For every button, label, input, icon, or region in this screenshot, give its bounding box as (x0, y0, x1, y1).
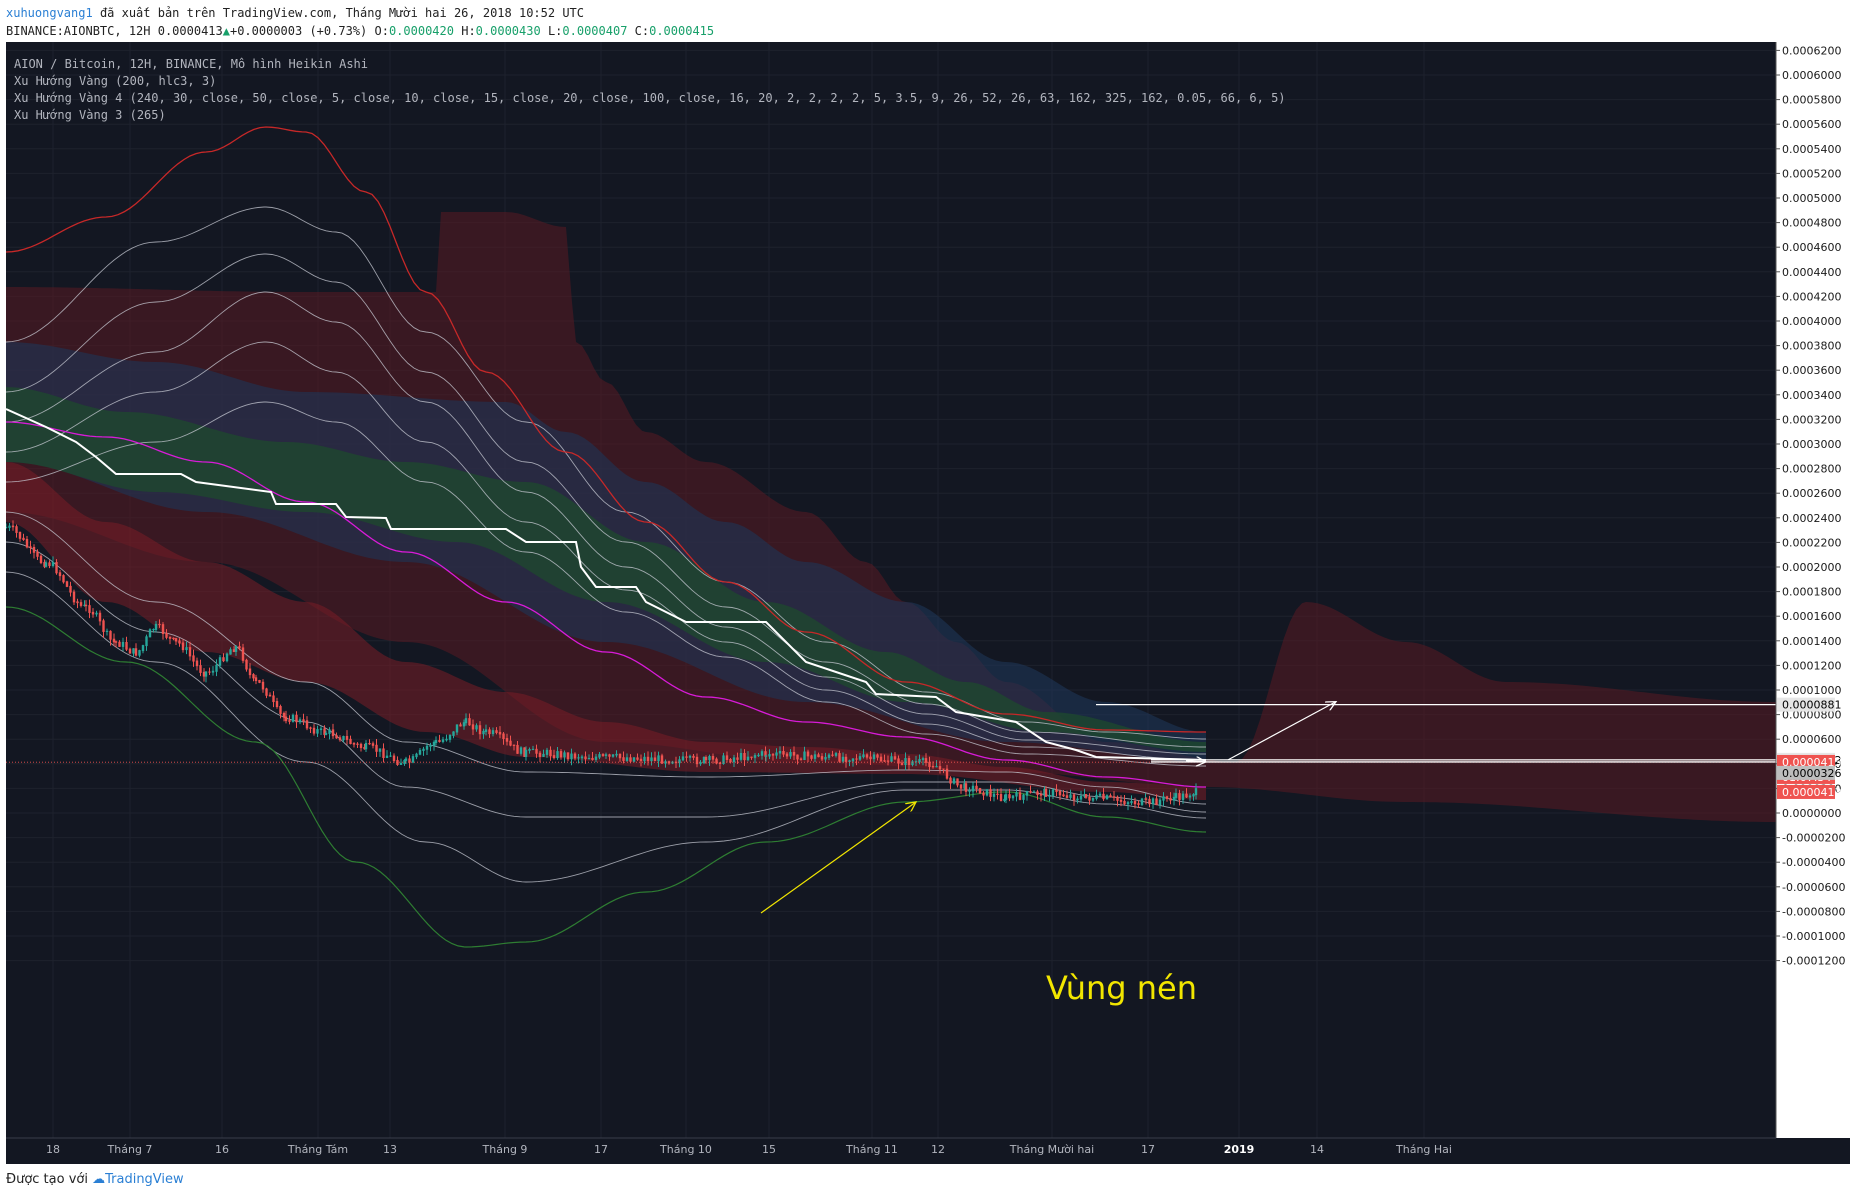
author-link[interactable]: xuhuongvang1 (6, 6, 93, 20)
price-tick: 0.0003600 (1782, 364, 1842, 377)
price-label: 0.0000326 (1782, 767, 1842, 780)
price-tick: 0.0001400 (1782, 635, 1842, 648)
change-value: +0.0000003 (+0.73%) (229, 24, 368, 38)
price-label-bg (1777, 765, 1835, 780)
publish-info: đã xuất bản trên TradingView.com, Tháng … (99, 6, 584, 20)
price-labels: 0.00008810.00004320.000041501:07:340.000… (1777, 697, 1842, 799)
time-tick: Tháng 11 (845, 1143, 898, 1156)
price-chart[interactable]: 0.0006200 0.0006000 0.0005800 0.0005600 0.00… (6, 42, 1850, 1164)
price-tick: -0.0000400 (1782, 856, 1845, 869)
low-value: 0.0000407 (562, 24, 628, 38)
price-tick: 0.0001800 (1782, 586, 1842, 599)
open-label: O: (374, 24, 389, 38)
close-value: 0.0000415 (649, 24, 715, 38)
time-tick: 13 (383, 1143, 397, 1156)
time-tick: Tháng Mười hai (1009, 1143, 1094, 1156)
price-tick: 0.0002200 (1782, 536, 1842, 549)
price-tick: 0.0006000 (1782, 69, 1842, 82)
price-tick: -0.0000200 (1782, 832, 1845, 845)
time-tick: 18 (46, 1143, 60, 1156)
open-value: 0.0000420 (388, 24, 454, 38)
price-tick: 0.0004600 (1782, 241, 1842, 254)
time-tick: Tháng Hai (1395, 1143, 1452, 1156)
time-tick: Tháng Tám (287, 1143, 348, 1156)
price-tick: 0.0004800 (1782, 217, 1842, 230)
cloud-layer (6, 42, 1776, 1138)
price-label: 0.0000415 (1782, 756, 1842, 769)
price-tick: 0.0005000 (1782, 192, 1842, 205)
publish-header: xuhuongvang1 đã xuất bản trên TradingVie… (6, 6, 584, 20)
time-tick: 15 (762, 1143, 776, 1156)
price-label: 0.0000881 (1782, 699, 1842, 712)
indicator-legend: AION / Bitcoin, 12H, BINANCE, Mô hình He… (14, 56, 1286, 124)
price-tick: 0.0002800 (1782, 463, 1842, 476)
price-tick: 0.0000800 (1782, 709, 1842, 722)
price-tick: 0.0001600 (1782, 610, 1842, 623)
price-tick: -0.0001000 (1782, 930, 1845, 943)
time-tick: Tháng 7 (107, 1143, 153, 1156)
time-tick: 17 (594, 1143, 608, 1156)
price-tick: -0.0000600 (1782, 881, 1845, 894)
price-tick: 0.0001000 (1782, 684, 1842, 697)
price-tick: 0.0005600 (1782, 118, 1842, 131)
price-tick: 0.0004000 (1782, 315, 1842, 328)
candles-layer (6, 520, 1198, 811)
footer: Được tạo với ☁TradingView (6, 1172, 184, 1187)
legend-indicator-2: Xu Hướng Vàng 4 (240, 30, close, 50, clo… (14, 91, 1286, 105)
up-arrow-icon: ▲ (222, 24, 230, 38)
symbol-line: BINANCE:AIONBTC, 12H 0.0000413 (6, 24, 223, 38)
high-value: 0.0000430 (475, 24, 541, 38)
time-tick: 12 (931, 1143, 945, 1156)
tradingview-logo-icon[interactable]: ☁ (92, 1172, 106, 1187)
trend-bands (6, 126, 1207, 948)
price-tick: 0.0003000 (1782, 438, 1842, 451)
close-label: C: (634, 24, 650, 38)
price-label: 0.0000413 (1782, 786, 1842, 799)
price-axis: 0.0006200 0.0006000 0.0005800 0.0005600 0.00… (1776, 44, 1845, 968)
legend-symbol: AION / Bitcoin, 12H, BINANCE, Mô hình He… (14, 57, 369, 71)
chart-area[interactable]: 0.0006200 0.0006000 0.0005800 0.0005600 0.00… (6, 42, 1850, 1164)
symbol-header: BINANCE:AIONBTC, 12H 0.0000413▲+0.000000… (6, 24, 714, 38)
annotation-text: Vùng nén (1046, 969, 1197, 1007)
price-tick: 0.0001200 (1782, 659, 1842, 672)
price-tick: 0.0003800 (1782, 340, 1842, 353)
low-label: L: (547, 24, 563, 38)
time-tick: 16 (215, 1143, 229, 1156)
footer-brand[interactable]: TradingView (105, 1172, 184, 1187)
price-tick: 0.0002000 (1782, 561, 1842, 574)
footer-prefix: Được tạo với (6, 1172, 88, 1187)
level-lines (6, 703, 1776, 763)
time-tick: 17 (1141, 1143, 1155, 1156)
high-label: H: (461, 24, 476, 38)
legend-indicator-1: Xu Hướng Vàng (200, hlc3, 3) (14, 74, 217, 88)
price-tick: 0.0005200 (1782, 167, 1842, 180)
price-tick: 0.0006200 (1782, 44, 1842, 57)
price-tick: 0.0002600 (1782, 487, 1842, 500)
time-tick: 2019 (1224, 1143, 1255, 1156)
price-tick: 0.0005400 (1782, 143, 1842, 156)
price-tick: 0.0003200 (1782, 413, 1842, 426)
time-tick: Tháng 10 (659, 1143, 712, 1156)
time-tick: 14 (1310, 1143, 1324, 1156)
legend-indicator-3: Xu Hướng Vàng 3 (265) (14, 108, 166, 122)
price-label-bg (1777, 697, 1835, 712)
price-tick: 0.0004200 (1782, 290, 1842, 303)
price-axis-bg (1776, 42, 1850, 1138)
price-tick: 0.0005800 (1782, 94, 1842, 107)
price-label-bg (1777, 754, 1835, 769)
price-tick: 0.0004400 (1782, 266, 1842, 279)
price-tick: 0.0000600 (1782, 733, 1842, 746)
price-label-bg (1777, 784, 1835, 799)
time-tick: Tháng 9 (482, 1143, 528, 1156)
price-tick: 0.0002400 (1782, 512, 1842, 525)
time-axis: 18 Tháng 7 16 Tháng Tám 13 Tháng 9 17 Tháng 10 1… (46, 1143, 1452, 1156)
price-tick: -0.0001200 (1782, 955, 1845, 968)
price-tick: 0.0000000 (1782, 807, 1842, 820)
arrow-layer (760, 702, 1336, 914)
price-tick: -0.0000800 (1782, 905, 1845, 918)
price-tick: 0.0003400 (1782, 389, 1842, 402)
